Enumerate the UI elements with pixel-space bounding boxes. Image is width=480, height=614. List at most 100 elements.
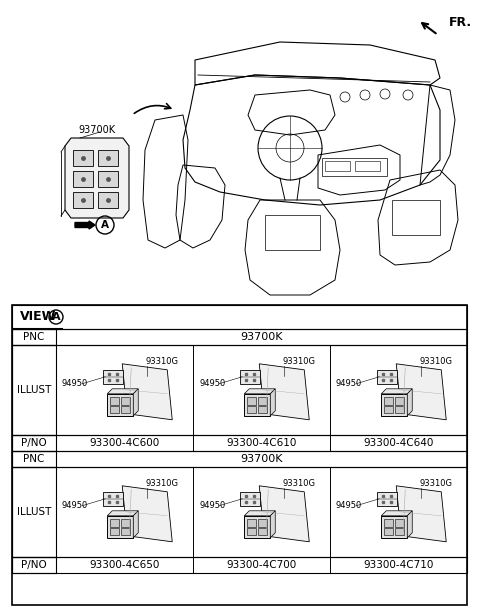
Polygon shape <box>133 511 138 538</box>
Text: 94950: 94950 <box>62 501 88 510</box>
Bar <box>12 557 467 573</box>
Bar <box>12 305 467 605</box>
Bar <box>12 435 467 451</box>
Bar <box>12 345 467 435</box>
Bar <box>12 557 56 573</box>
Bar <box>12 329 56 345</box>
Polygon shape <box>396 486 446 542</box>
Bar <box>258 406 267 413</box>
Polygon shape <box>259 364 309 420</box>
Bar <box>265 215 320 250</box>
Text: PNC: PNC <box>24 332 45 342</box>
Bar <box>384 528 393 535</box>
Text: ILLUST: ILLUST <box>17 385 51 395</box>
Text: A: A <box>101 220 109 230</box>
Bar <box>395 406 404 413</box>
Text: P/NO: P/NO <box>21 560 47 570</box>
Bar <box>258 519 267 527</box>
Bar <box>12 467 56 557</box>
Text: 93310G: 93310G <box>282 357 315 367</box>
Bar <box>110 406 119 413</box>
Bar <box>247 397 256 405</box>
Polygon shape <box>270 389 275 416</box>
Polygon shape <box>381 511 412 516</box>
Bar <box>98 171 118 187</box>
Text: 93700K: 93700K <box>240 454 283 464</box>
Bar <box>103 492 123 506</box>
Polygon shape <box>270 511 275 538</box>
Bar <box>12 451 467 467</box>
Bar <box>325 161 350 171</box>
Text: 94950: 94950 <box>199 501 225 510</box>
Bar <box>12 451 56 467</box>
Bar <box>247 406 256 413</box>
Text: 93300-4C640: 93300-4C640 <box>363 438 434 448</box>
Bar <box>12 435 56 451</box>
Bar <box>110 397 119 405</box>
Polygon shape <box>259 486 309 542</box>
Text: 93310G: 93310G <box>145 357 178 367</box>
Bar <box>73 150 93 166</box>
Polygon shape <box>122 364 172 420</box>
Polygon shape <box>244 511 275 516</box>
Polygon shape <box>396 364 446 420</box>
Text: A: A <box>52 312 60 322</box>
Bar <box>355 161 380 171</box>
Bar <box>240 370 260 384</box>
Bar <box>395 397 404 405</box>
Polygon shape <box>107 389 138 394</box>
Text: P/NO: P/NO <box>21 438 47 448</box>
Bar <box>73 192 93 208</box>
Bar <box>377 370 397 384</box>
Polygon shape <box>65 138 129 218</box>
Bar <box>384 519 393 527</box>
Bar <box>110 528 119 535</box>
Bar <box>121 528 130 535</box>
FancyArrow shape <box>75 221 95 229</box>
Text: 93310G: 93310G <box>419 357 452 367</box>
Polygon shape <box>107 511 138 516</box>
Polygon shape <box>381 389 412 394</box>
Bar <box>244 394 270 416</box>
Bar <box>98 192 118 208</box>
Bar <box>258 528 267 535</box>
Bar <box>240 492 260 506</box>
Bar <box>247 528 256 535</box>
Polygon shape <box>133 389 138 416</box>
Text: ILLUST: ILLUST <box>17 507 51 517</box>
Text: 93300-4C610: 93300-4C610 <box>226 438 297 448</box>
Bar <box>12 467 467 557</box>
Bar <box>12 345 56 435</box>
Text: VIEW: VIEW <box>20 311 56 324</box>
Polygon shape <box>407 511 412 538</box>
Text: 94950: 94950 <box>199 379 225 388</box>
Bar <box>247 519 256 527</box>
Bar <box>107 394 133 416</box>
Bar <box>377 492 397 506</box>
Bar <box>12 305 467 329</box>
Bar <box>110 519 119 527</box>
Bar <box>121 519 130 527</box>
Text: 93310G: 93310G <box>145 480 178 488</box>
Bar <box>395 519 404 527</box>
Text: 93310G: 93310G <box>419 480 452 488</box>
Bar <box>322 158 387 176</box>
Bar <box>98 150 118 166</box>
Text: 93700K: 93700K <box>240 332 283 342</box>
Text: 93700K: 93700K <box>78 125 115 135</box>
Bar <box>121 397 130 405</box>
Bar <box>244 516 270 538</box>
Bar <box>103 370 123 384</box>
Text: 94950: 94950 <box>336 379 362 388</box>
Text: 94950: 94950 <box>62 379 88 388</box>
Polygon shape <box>244 389 275 394</box>
Bar <box>121 406 130 413</box>
Bar <box>384 397 393 405</box>
Polygon shape <box>407 389 412 416</box>
Bar <box>392 200 440 235</box>
Text: 93300-4C650: 93300-4C650 <box>89 560 160 570</box>
Text: FR.: FR. <box>449 15 472 28</box>
Bar <box>395 528 404 535</box>
Bar <box>107 516 133 538</box>
Polygon shape <box>122 486 172 542</box>
